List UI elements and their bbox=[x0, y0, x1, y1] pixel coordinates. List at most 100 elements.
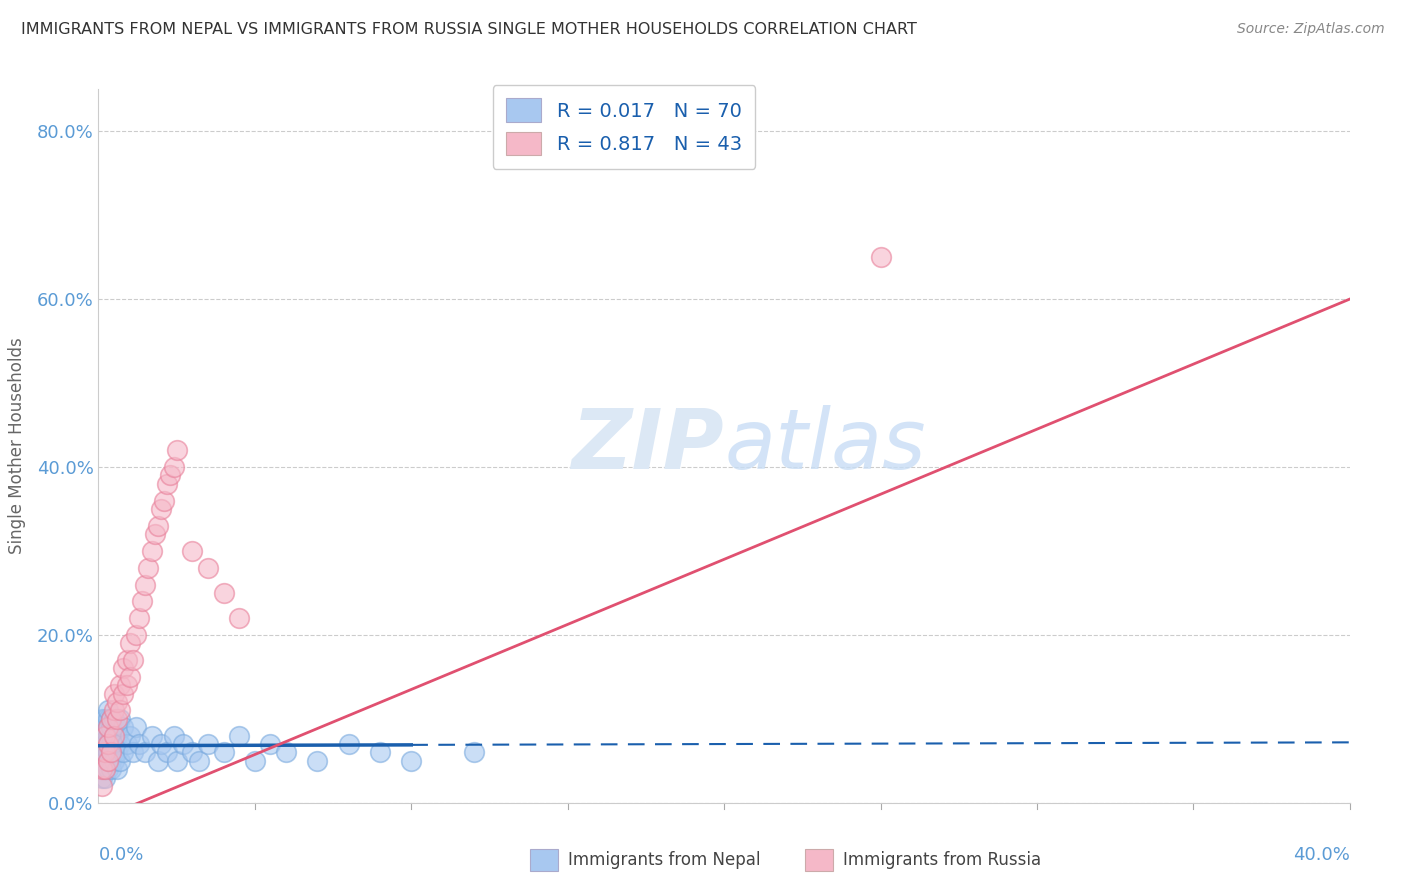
Point bbox=[93, 771, 115, 785]
Point bbox=[97, 729, 120, 743]
Point bbox=[103, 737, 125, 751]
Point bbox=[90, 746, 112, 760]
Point bbox=[463, 746, 485, 760]
Point bbox=[97, 737, 120, 751]
Text: Immigrants from Nepal: Immigrants from Nepal bbox=[568, 851, 761, 869]
Point bbox=[172, 737, 194, 751]
Point bbox=[105, 720, 128, 734]
Point bbox=[115, 737, 138, 751]
Point bbox=[97, 746, 120, 760]
Point bbox=[115, 653, 138, 667]
Point bbox=[103, 712, 125, 726]
Point bbox=[93, 729, 115, 743]
Point bbox=[243, 754, 266, 768]
Point bbox=[110, 737, 132, 751]
Point bbox=[90, 729, 112, 743]
Point bbox=[112, 746, 135, 760]
Point bbox=[134, 746, 156, 760]
Point bbox=[138, 560, 160, 574]
Point bbox=[100, 720, 122, 734]
FancyBboxPatch shape bbox=[530, 849, 558, 871]
Point bbox=[97, 720, 120, 734]
Point bbox=[105, 712, 128, 726]
Point bbox=[307, 754, 329, 768]
Point bbox=[125, 720, 148, 734]
Point bbox=[368, 746, 391, 760]
Point bbox=[105, 762, 128, 776]
Point bbox=[146, 754, 169, 768]
Text: Immigrants from Russia: Immigrants from Russia bbox=[844, 851, 1040, 869]
Point bbox=[162, 729, 184, 743]
Point bbox=[197, 560, 219, 574]
Point bbox=[90, 771, 112, 785]
Point bbox=[112, 687, 135, 701]
Y-axis label: Single Mother Households: Single Mother Households bbox=[7, 338, 25, 554]
Point bbox=[97, 754, 120, 768]
Point bbox=[134, 577, 156, 591]
Point bbox=[100, 762, 122, 776]
Point bbox=[103, 687, 125, 701]
Point bbox=[105, 695, 128, 709]
Text: IMMIGRANTS FROM NEPAL VS IMMIGRANTS FROM RUSSIA SINGLE MOTHER HOUSEHOLDS CORRELA: IMMIGRANTS FROM NEPAL VS IMMIGRANTS FROM… bbox=[21, 22, 917, 37]
Point bbox=[97, 712, 120, 726]
Point bbox=[118, 636, 141, 650]
Point bbox=[141, 729, 163, 743]
Point bbox=[274, 746, 298, 760]
Point bbox=[97, 746, 120, 760]
Point bbox=[212, 746, 235, 760]
Text: 0.0%: 0.0% bbox=[98, 846, 143, 863]
Point bbox=[100, 754, 122, 768]
Point bbox=[337, 737, 360, 751]
Point bbox=[110, 754, 132, 768]
Point bbox=[141, 544, 163, 558]
Point bbox=[93, 737, 115, 751]
Point bbox=[100, 729, 122, 743]
Point bbox=[128, 737, 150, 751]
Point bbox=[143, 527, 166, 541]
Point bbox=[110, 712, 132, 726]
Point bbox=[97, 737, 120, 751]
Point bbox=[259, 737, 281, 751]
Point bbox=[100, 737, 122, 751]
Point bbox=[90, 762, 112, 776]
Text: ZIP: ZIP bbox=[571, 406, 724, 486]
Point bbox=[93, 712, 115, 726]
Point bbox=[181, 746, 204, 760]
Point bbox=[869, 250, 891, 264]
Point bbox=[118, 670, 141, 684]
Point bbox=[103, 729, 125, 743]
Point bbox=[110, 703, 132, 717]
Point bbox=[146, 518, 169, 533]
Point bbox=[212, 586, 235, 600]
Point bbox=[93, 762, 115, 776]
Point bbox=[121, 746, 143, 760]
Point bbox=[156, 476, 179, 491]
Point bbox=[93, 754, 115, 768]
Point bbox=[97, 703, 120, 717]
Point bbox=[90, 712, 112, 726]
Point bbox=[97, 762, 120, 776]
Point bbox=[100, 712, 122, 726]
Point bbox=[181, 544, 204, 558]
Point bbox=[105, 729, 128, 743]
Point bbox=[97, 720, 120, 734]
Point bbox=[162, 460, 184, 475]
Point bbox=[166, 443, 188, 458]
Point bbox=[93, 737, 115, 751]
Point bbox=[125, 628, 148, 642]
Point bbox=[118, 729, 141, 743]
Point bbox=[105, 746, 128, 760]
Point bbox=[150, 502, 173, 516]
Point bbox=[97, 754, 120, 768]
Point bbox=[153, 493, 176, 508]
Text: atlas: atlas bbox=[724, 406, 925, 486]
Point bbox=[401, 754, 423, 768]
Point bbox=[90, 779, 112, 793]
Point bbox=[112, 661, 135, 675]
FancyBboxPatch shape bbox=[806, 849, 832, 871]
Point bbox=[115, 678, 138, 692]
Point bbox=[100, 746, 122, 760]
Point bbox=[103, 703, 125, 717]
Point bbox=[103, 746, 125, 760]
Point bbox=[103, 729, 125, 743]
